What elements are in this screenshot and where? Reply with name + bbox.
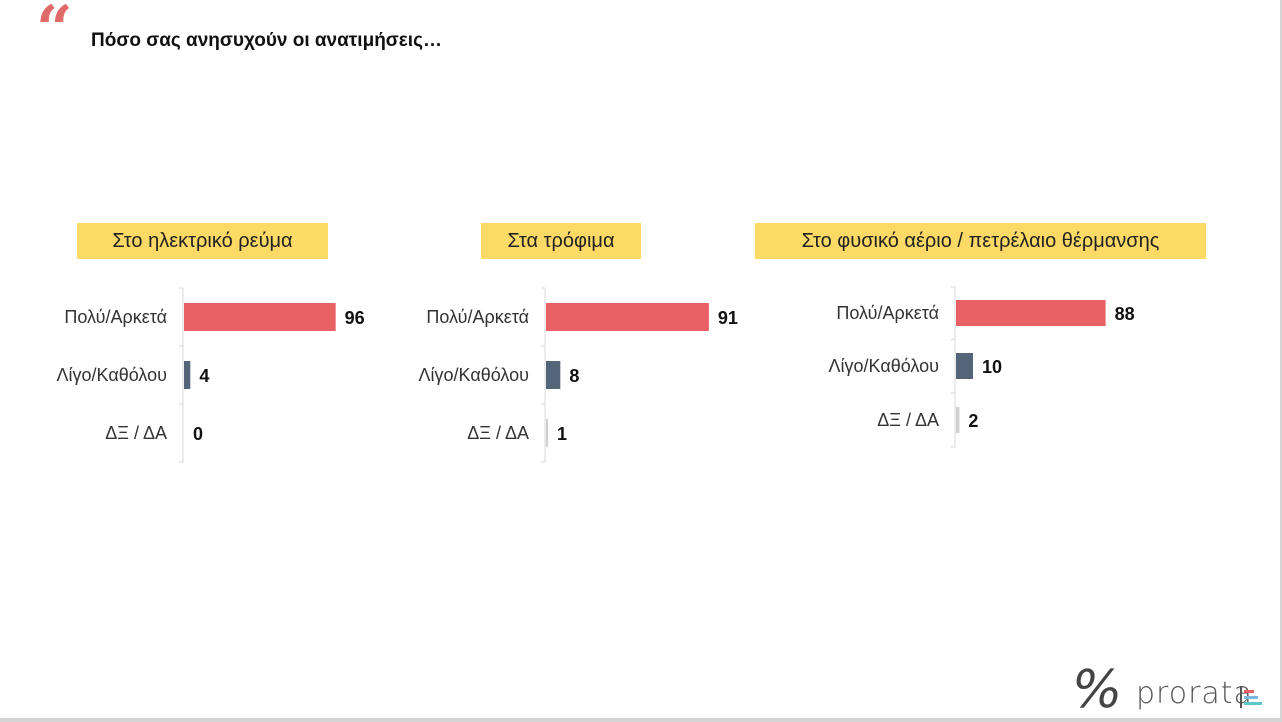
quote-icon: “ [36, 0, 73, 67]
frame-border-right [1280, 0, 1282, 722]
data-label: 88 [1115, 304, 1135, 324]
category-label: ΔΞ / ΔΑ [877, 410, 939, 430]
data-label: 10 [982, 357, 1002, 377]
bar-high [184, 303, 336, 331]
data-label: 0 [193, 424, 203, 444]
bar-dk [546, 419, 548, 447]
data-label: 8 [569, 366, 579, 386]
bar-dk [956, 407, 960, 433]
bar-high [546, 303, 709, 331]
bar-low [184, 361, 191, 389]
bar-low [956, 353, 973, 379]
bar-low [546, 361, 561, 389]
category-label: Λίγο/Καθόλου [57, 365, 168, 385]
category-label: Πολύ/Αρκετά [426, 307, 529, 327]
category-label: Πολύ/Αρκετά [64, 307, 167, 327]
data-label: 1 [557, 424, 567, 444]
data-label: 96 [345, 308, 365, 328]
category-label: Λίγο/Καθόλου [419, 365, 530, 385]
data-label: 91 [718, 308, 738, 328]
page-title: Πόσο σας ανησυχούν οι ανατιμήσεις… [91, 30, 442, 51]
chart-2-header: Στα τρόφιμα [481, 223, 641, 259]
category-label: ΔΞ / ΔΑ [467, 423, 529, 443]
chart-3-header: Στο φυσικό αέριο / πετρέλαιο θέρμανσης [755, 223, 1206, 259]
category-label: ΔΞ / ΔΑ [105, 423, 167, 443]
logo-bars-icon [1240, 686, 1262, 708]
bar-high [956, 300, 1106, 326]
percent-icon: % [1066, 660, 1127, 720]
category-label: Πολύ/Αρκετά [836, 303, 939, 323]
prorata-logo: % prorata [1067, 660, 1272, 720]
category-label: Λίγο/Καθόλου [829, 356, 940, 376]
frame-border-bottom [0, 718, 1282, 722]
chart-1-header: Στο ηλεκτρικό ρεύμα [77, 223, 328, 259]
logo-wordmark: prorata [1136, 676, 1253, 711]
data-label: 2 [968, 411, 978, 431]
data-label: 4 [199, 366, 209, 386]
